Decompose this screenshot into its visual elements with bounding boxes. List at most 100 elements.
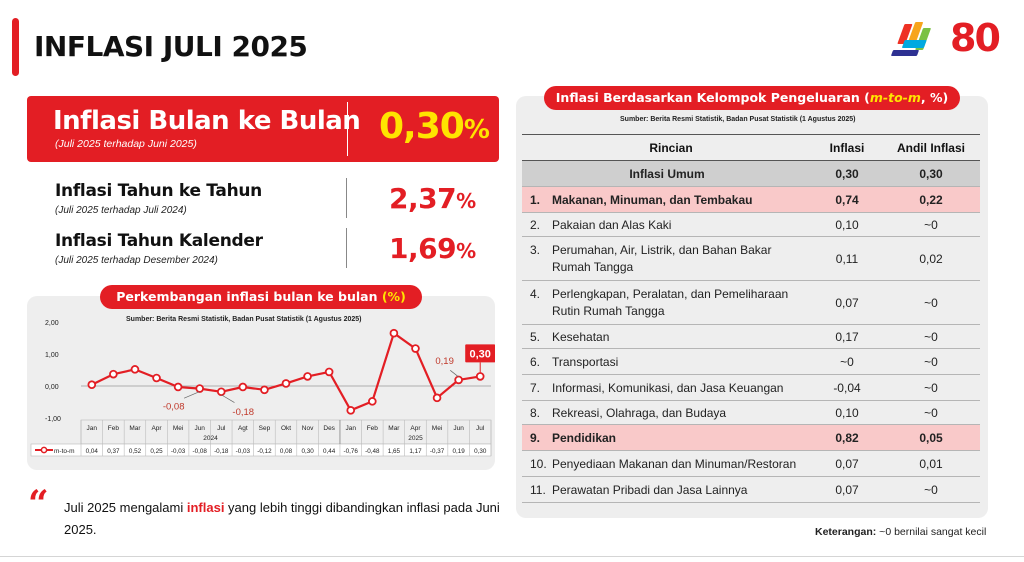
- row-andil: 0,05: [882, 424, 980, 451]
- row-inflasi: 0,10: [812, 400, 882, 425]
- general-name: Inflasi Umum: [522, 160, 812, 187]
- row-label: Perawatan Pribadi dan Jasa Lainnya: [552, 482, 748, 497]
- row-name: 10. Penyediaan Makanan dan Minuman/Restor…: [522, 450, 812, 477]
- data-point: [195, 384, 204, 393]
- data-point: [411, 344, 420, 353]
- data-table-value: -0,18: [214, 448, 229, 455]
- row-number: 4.: [530, 286, 541, 301]
- x-tick-label: Jan: [345, 425, 356, 432]
- table-row: 11. Perawatan Pribadi dan Jasa Lainnya 0,0…: [522, 476, 980, 503]
- data-table-value: 0,30: [301, 448, 314, 455]
- row-andil: ~0: [882, 400, 980, 425]
- data-table-value: -0,03: [236, 448, 251, 455]
- data-table-value: -0,37: [430, 448, 445, 455]
- mtm-label: Inflasi Bulan ke Bulan: [53, 106, 361, 136]
- row-label: Kesehatan: [552, 329, 610, 344]
- row-name: 3. Perumahan, Air, Listrik, dan Bahan Bak…: [522, 236, 812, 281]
- row-name: 11. Perawatan Pribadi dan Jasa Lainnya: [522, 476, 812, 503]
- table-title: Inflasi Berdasarkan Kelompok Pengeluaran…: [544, 86, 960, 110]
- quote-text: Juli 2025 mengalami inflasi yang lebih t…: [64, 500, 500, 537]
- row-andil: 0,22: [882, 186, 980, 213]
- data-table-value: 0,30: [474, 448, 487, 455]
- mtm-divider: [347, 102, 348, 156]
- x-tick-label: Jan: [87, 425, 98, 432]
- data-point: [216, 387, 226, 397]
- row-name: 2. Pakaian dan Alas Kaki: [522, 212, 812, 237]
- note: Keterangan: ~0 bernilai sangat kecil: [815, 526, 987, 538]
- row-inflasi: 0,07: [812, 450, 882, 477]
- x-tick-label: Jul: [217, 425, 226, 432]
- x-tick-label: Apr: [151, 425, 162, 432]
- table-row: 4. Perlengkapan, Peralatan, dan Pemelihar…: [522, 280, 980, 325]
- inflation-line-chart: 2,00 1,00 0,00 -1,00 Jan Feb Mar Apr Mei Jun Jul Ag…: [30, 320, 495, 457]
- row-number: 3.: [530, 242, 541, 257]
- series-line: [91, 332, 481, 412]
- x-tick-label: Mar: [129, 425, 141, 432]
- x-tick-label: Jun: [453, 425, 464, 432]
- row-label: Penyediaan Makanan dan Minuman/Restoran: [552, 456, 797, 471]
- annotation-leader: [183, 391, 200, 399]
- data-table-value: 0,44: [323, 448, 336, 455]
- row-number: 10.: [530, 456, 547, 471]
- data-table-value: 0,04: [86, 448, 99, 455]
- mtm-inflation-card: Inflasi Bulan ke Bulan (Juli 2025 terhad…: [27, 96, 499, 162]
- annotation-leader: [221, 394, 235, 403]
- table-row: 10. Penyediaan Makanan dan Minuman/Restor…: [522, 450, 980, 477]
- row-label: Perumahan, Air, Listrik, dan Bahan Bakar: [552, 242, 772, 257]
- data-table-value: 1,65: [388, 448, 401, 455]
- row-name: 7. Informasi, Komunikasi, dan Jasa Keuang…: [522, 374, 812, 401]
- bps-logo-icon: [891, 22, 931, 56]
- data-table-value: 0,52: [129, 448, 142, 455]
- table-row: 3. Perumahan, Air, Listrik, dan Bahan Bak…: [522, 236, 980, 281]
- row-andil: ~0: [882, 212, 980, 237]
- table-row: 5. Kesehatan 0,17 ~0: [522, 324, 980, 349]
- yoy-value: 2,37%: [389, 182, 476, 215]
- table-row: 8. Rekreasi, Olahraga, dan Budaya 0,10 ~0: [522, 400, 980, 425]
- yoy-divider: [346, 178, 347, 218]
- row-inflasi: 0,07: [812, 476, 882, 503]
- row-inflasi: 0,82: [812, 424, 882, 451]
- row-name: 8. Rekreasi, Olahraga, dan Budaya: [522, 400, 812, 425]
- table-row: 1. Makanan, Minuman, dan Tembakau 0,74 0,22: [522, 186, 980, 213]
- data-point: [454, 375, 463, 385]
- annotation-label: -0,08: [163, 402, 185, 413]
- x-tick-label: Mei: [173, 425, 183, 432]
- data-point: [87, 380, 97, 390]
- x-tick-label: Apr: [410, 425, 421, 432]
- data-table-value: 0,37: [107, 448, 120, 455]
- row-name: 1. Makanan, Minuman, dan Tembakau: [522, 186, 812, 213]
- row-andil: 0,01: [882, 450, 980, 477]
- ytd-subtitle: (Juli 2025 terhadap Desember 2024): [55, 255, 218, 266]
- general-andil: 0,30: [882, 160, 980, 187]
- row-name: 9. Pendidikan: [522, 424, 812, 451]
- data-table-value: -0,76: [344, 448, 359, 455]
- data-point: [346, 406, 356, 415]
- row-number: 11.: [530, 482, 546, 497]
- row-inflasi: 0,10: [812, 212, 882, 237]
- x-tick-label: Jul: [476, 425, 485, 432]
- row-inflasi: 0,17: [812, 324, 882, 349]
- row-number: 9.: [530, 430, 541, 445]
- row-name: 5. Kesehatan: [522, 324, 812, 349]
- row-name: 6. Transportasi: [522, 348, 812, 375]
- data-table-value: 0,08: [280, 448, 293, 455]
- row-andil: ~0: [882, 348, 980, 375]
- data-table-value: -0,03: [171, 448, 186, 455]
- chart-source: Sumber: Berita Resmi Statistik, Badan Pu…: [126, 316, 362, 323]
- annotation-leader: [450, 370, 459, 378]
- data-table-value: -0,12: [257, 448, 272, 455]
- data-point: [432, 393, 442, 403]
- row-label: Pakaian dan Alas Kaki: [552, 217, 672, 232]
- bottom-divider: [0, 556, 1024, 557]
- x-tick-label: Agt: [238, 425, 248, 432]
- x-tick-label: Mar: [388, 425, 400, 432]
- y-tick-label: 0,00: [45, 384, 59, 391]
- table-header-row: Rincian Inflasi Andil Inflasi: [522, 134, 980, 161]
- x-tick-label: Nov: [302, 425, 314, 432]
- ytd-label: Inflasi Tahun Kalender: [55, 231, 263, 251]
- y-tick-label: 2,00: [45, 320, 59, 327]
- inflation-table: Rincian Inflasi Andil Inflasi Inflasi Um…: [522, 134, 980, 503]
- row-label: Rekreasi, Olahraga, dan Budaya: [552, 405, 727, 420]
- ytd-value: 1,69%: [389, 232, 476, 265]
- col-header-inflasi: Inflasi: [812, 134, 882, 161]
